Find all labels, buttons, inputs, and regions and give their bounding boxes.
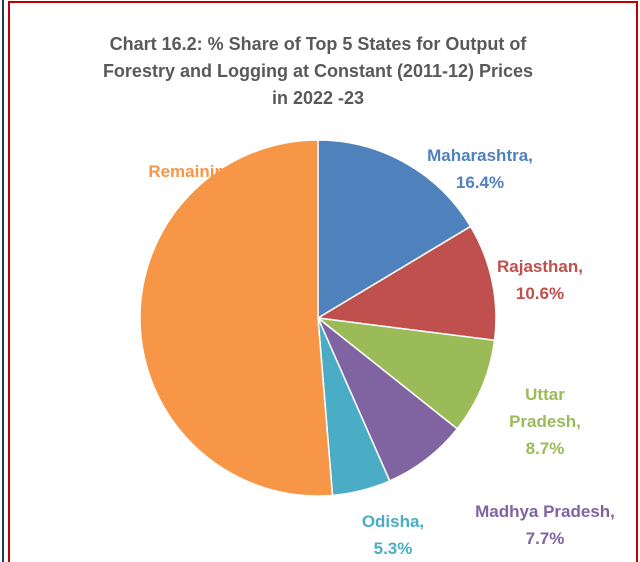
value-label: 51.3% xyxy=(197,189,247,208)
value-label: 10.6% xyxy=(515,284,565,303)
data-label: Uttar Pradesh, 8.7% xyxy=(505,381,585,462)
value-label: 7.7% xyxy=(525,529,565,548)
value-label: 5.3% xyxy=(373,539,413,558)
pie-slice xyxy=(315,316,496,430)
category-label: Madhya Pradesh, xyxy=(475,502,615,521)
value-label: 16.4% xyxy=(455,173,505,192)
pie-slice xyxy=(315,225,497,342)
data-label: Odisha, 5.3% xyxy=(333,508,453,562)
category-label: Maharashtra, xyxy=(427,146,533,165)
data-label: Madhya Pradesh, 7.7% xyxy=(445,498,640,552)
category-label: Rajasthan, xyxy=(497,257,583,276)
pie-slice xyxy=(139,139,334,497)
chart-title: Chart 16.2: % Share of Top 5 States for … xyxy=(102,34,534,108)
value-label: 8.7% xyxy=(525,439,565,458)
category-label: Remaining States, xyxy=(148,162,296,181)
data-label: Maharashtra, 16.4% xyxy=(380,142,580,196)
data-label: Remaining States, 51.3% xyxy=(112,158,332,212)
data-label: Rajasthan, 10.6% xyxy=(440,253,640,307)
pie xyxy=(139,139,497,497)
pie-slice xyxy=(317,139,472,320)
category-label: Uttar Pradesh, xyxy=(509,385,581,431)
chart-border xyxy=(8,1,638,562)
category-label: Odisha, xyxy=(361,512,425,531)
